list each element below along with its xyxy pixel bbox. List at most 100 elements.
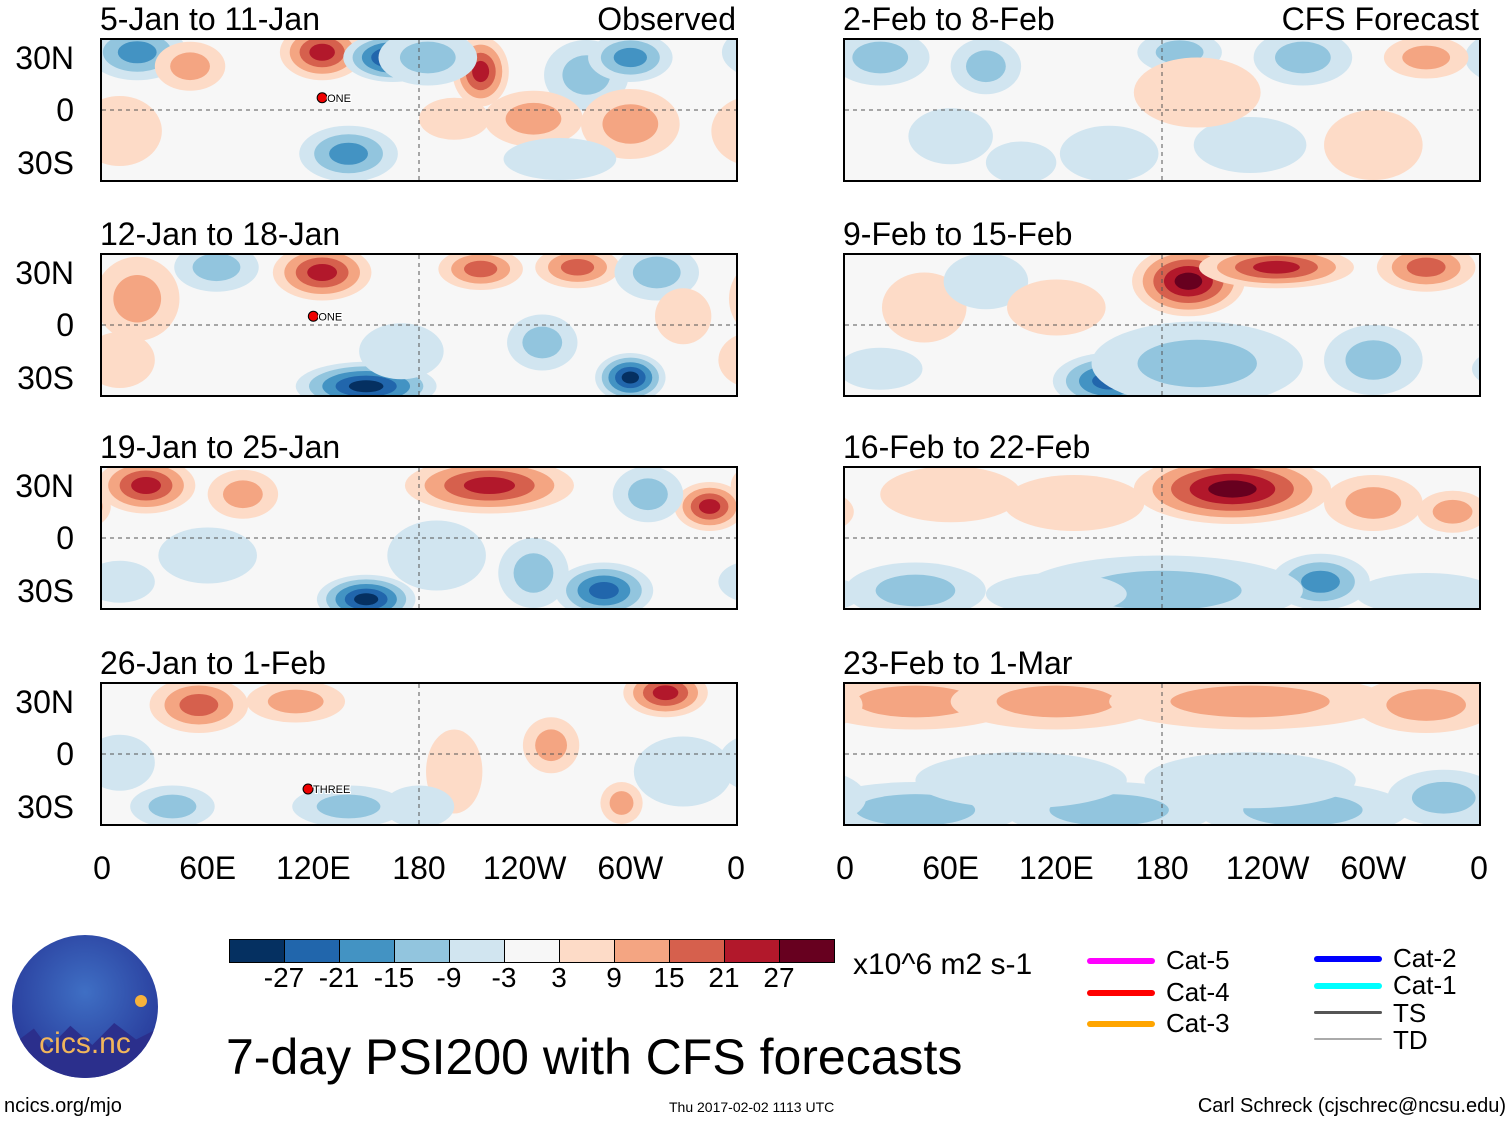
colorbar-label: 15 xyxy=(653,962,685,993)
storm-marker-icon xyxy=(302,783,314,795)
anomaly-contour xyxy=(1432,499,1473,524)
storm-name: ONE xyxy=(318,311,342,323)
anomaly-contour xyxy=(113,275,162,323)
anomaly-contour xyxy=(148,794,197,819)
main-title: 7-day PSI200 with CFS forecasts xyxy=(226,1029,963,1085)
logo: cics.nc xyxy=(12,935,158,1078)
anomaly-contour xyxy=(908,108,993,165)
legend-line-cat-3 xyxy=(1087,1021,1155,1027)
panel-title: 26-Jan to 1-Feb xyxy=(100,645,326,681)
colorbar-swatch xyxy=(284,940,339,962)
anomaly-contour xyxy=(359,323,444,380)
lat-label: 30N xyxy=(15,467,74,504)
footer-url[interactable]: ncics.org/mjo xyxy=(4,1095,122,1117)
anomaly-contour xyxy=(1324,110,1423,180)
map-panel: ONE xyxy=(100,38,738,182)
anomaly-contour xyxy=(1386,689,1466,721)
anomaly-contour xyxy=(609,791,634,815)
lon-label: 60W xyxy=(597,850,664,886)
anomaly-contour xyxy=(307,264,338,281)
anomaly-contour xyxy=(267,689,324,714)
colorbar-label: -21 xyxy=(318,962,360,993)
anomaly-contour xyxy=(463,260,498,278)
anomaly-contour xyxy=(845,497,854,526)
colorbar-label: 9 xyxy=(606,962,622,993)
storm-name: ONE xyxy=(327,93,351,105)
lon-label: 0 xyxy=(727,850,745,886)
units-label: x10^6 m2 s-1 xyxy=(853,948,1033,981)
anomaly-contour xyxy=(1479,563,1481,611)
legend-label: TS xyxy=(1393,998,1427,1028)
lon-label: 0 xyxy=(836,850,854,886)
anomaly-contour xyxy=(222,480,263,509)
lon-label: 0 xyxy=(1470,850,1488,886)
anomaly-contour xyxy=(1471,357,1479,381)
anomaly-contour xyxy=(718,563,736,600)
legend-line-ts xyxy=(1314,1011,1382,1014)
colorbar-label: -27 xyxy=(263,962,305,993)
colorbar-swatch xyxy=(230,940,284,962)
anomaly-contour xyxy=(1144,752,1356,809)
lat-label: 0 xyxy=(56,92,74,128)
anomaly-contour xyxy=(985,141,1057,180)
anomaly-contour xyxy=(560,258,595,276)
lon-label: 120E xyxy=(1018,850,1094,886)
map-panel xyxy=(843,253,1481,397)
anomaly-contour xyxy=(1174,272,1203,290)
map-panel xyxy=(100,466,738,610)
anomaly-contour xyxy=(589,582,619,599)
panel-title: 16-Feb to 22-Feb xyxy=(843,429,1091,465)
anomaly-contour xyxy=(628,478,668,511)
anomaly-contour xyxy=(1406,257,1446,277)
colorbar-label: -15 xyxy=(373,962,415,993)
footer-timestamp: Thu 2017-02-02 1113 UTC xyxy=(669,1099,835,1115)
logo-text: cics.nc xyxy=(39,1027,131,1060)
anomaly-contour xyxy=(513,553,554,593)
anomaly-contour xyxy=(698,499,721,514)
anomaly-contour xyxy=(1345,487,1402,519)
anomaly-contour xyxy=(845,580,863,608)
colorbar-swatch xyxy=(724,940,779,962)
map-panel xyxy=(843,682,1481,826)
anomaly-contour xyxy=(845,775,867,820)
colorbar-label: -3 xyxy=(491,962,517,993)
anomaly-contour xyxy=(1003,475,1145,531)
colorbar-label: -9 xyxy=(436,962,462,993)
lon-label: 180 xyxy=(1135,850,1189,886)
anomaly-contour xyxy=(1253,260,1300,274)
anomaly-contour xyxy=(845,347,923,390)
anomaly-contour xyxy=(348,380,384,393)
legend-label: Cat-3 xyxy=(1166,1008,1230,1038)
anomaly-contour xyxy=(131,477,161,494)
footer-author: Carl Schreck (cjschrec@ncsu.edu) xyxy=(1197,1095,1506,1117)
legend-line-cat-1 xyxy=(1314,983,1382,989)
anomaly-contour xyxy=(329,142,368,165)
lat-label: 30S xyxy=(17,359,74,396)
anomaly-contour xyxy=(1133,57,1261,128)
lat-label: 30N xyxy=(15,683,74,720)
legend-label: Cat-5 xyxy=(1166,945,1230,975)
lon-label: 180 xyxy=(392,850,446,886)
colorbar-swatch xyxy=(559,940,614,962)
lat-label: 30N xyxy=(15,39,74,76)
lon-label: 120W xyxy=(1225,850,1310,886)
anomaly-contour xyxy=(387,520,486,591)
anomaly-contour xyxy=(845,686,863,724)
lon-label: 60E xyxy=(922,850,980,886)
anomaly-contour xyxy=(309,43,335,61)
panel-title: 23-Feb to 1-Mar xyxy=(843,645,1073,681)
colorbar xyxy=(229,939,835,963)
anomaly-contour xyxy=(621,371,639,384)
anomaly-contour xyxy=(721,40,736,72)
legend-line-td xyxy=(1314,1038,1382,1040)
panel-title: 5-Jan to 11-Jan xyxy=(100,1,320,37)
lat-label: 30N xyxy=(15,254,74,291)
anomaly-contour xyxy=(102,560,155,603)
colorbar-swatch xyxy=(449,940,504,962)
anomaly-contour xyxy=(965,50,1006,83)
anomaly-contour xyxy=(633,736,733,807)
anomaly-contour xyxy=(875,574,956,607)
anomaly-contour xyxy=(503,138,617,180)
anomaly-contour xyxy=(102,490,111,523)
anomaly-contour xyxy=(179,693,219,717)
